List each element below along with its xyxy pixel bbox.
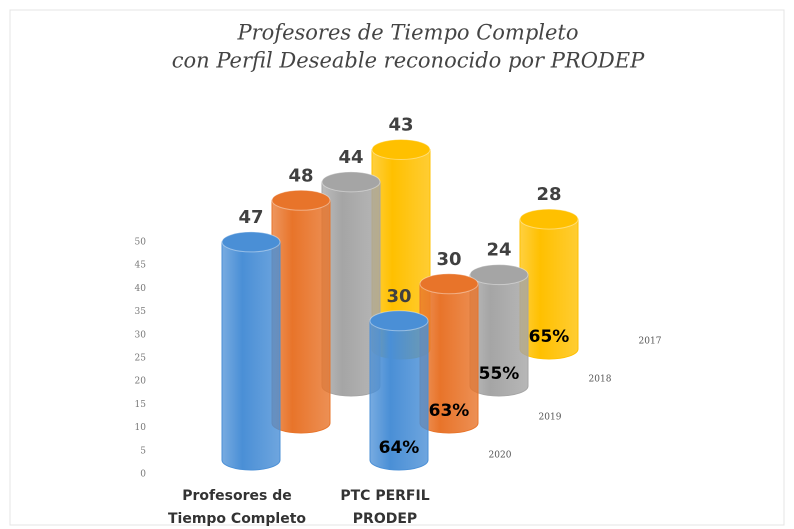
data-label: 44 — [338, 147, 363, 168]
data-label: 28 — [536, 184, 561, 205]
data-label: 43 — [388, 114, 413, 135]
data-label: 48 — [288, 165, 313, 186]
bar — [221, 241, 281, 471]
percent-label: 63% — [429, 401, 470, 421]
y-tick-label: 20 — [135, 377, 147, 387]
percent-label: 55% — [479, 364, 520, 384]
bar-top — [321, 171, 381, 193]
y-tick-label: 45 — [135, 261, 147, 271]
data-label: 30 — [436, 249, 461, 270]
percent-label: 64% — [379, 438, 420, 458]
y-tick-label: 0 — [140, 470, 146, 480]
chart-frame — [9, 9, 785, 526]
y-tick-label: 50 — [135, 238, 147, 248]
bar-top — [519, 208, 579, 230]
y-tick-label: 5 — [140, 446, 146, 456]
chart-title: Profesores de Tiempo Completo — [236, 21, 578, 45]
data-label: 30 — [386, 286, 411, 307]
bar-top — [369, 310, 429, 332]
bar-top — [469, 264, 529, 286]
data-label: 24 — [486, 240, 511, 261]
y-tick-label: 40 — [135, 284, 147, 294]
legend-label: 2017 — [639, 337, 662, 347]
x-tick-label: PTC PERFIL PRODEP — [340, 488, 429, 527]
x-tick-label: Profesores de Tiempo Completo — [168, 488, 306, 527]
bar-top — [271, 189, 331, 211]
legend-label: 2019 — [539, 413, 562, 423]
percent-label: 65% — [529, 327, 570, 347]
legend-label: 2020 — [489, 451, 512, 461]
y-tick-label: 15 — [135, 400, 147, 410]
y-tick-label: 25 — [135, 354, 147, 364]
bar-top — [419, 273, 479, 295]
y-tick-label: 30 — [135, 330, 147, 340]
bar — [369, 320, 429, 471]
data-label: 47 — [238, 207, 263, 228]
y-tick-label: 35 — [135, 307, 147, 317]
bar-top — [221, 231, 281, 253]
chart-title: con Perfil Deseable reconocido por PRODE… — [172, 49, 645, 73]
bar — [271, 199, 331, 434]
bar-top — [371, 138, 431, 160]
legend-label: 2018 — [589, 375, 612, 385]
y-tick-label: 10 — [135, 423, 147, 433]
